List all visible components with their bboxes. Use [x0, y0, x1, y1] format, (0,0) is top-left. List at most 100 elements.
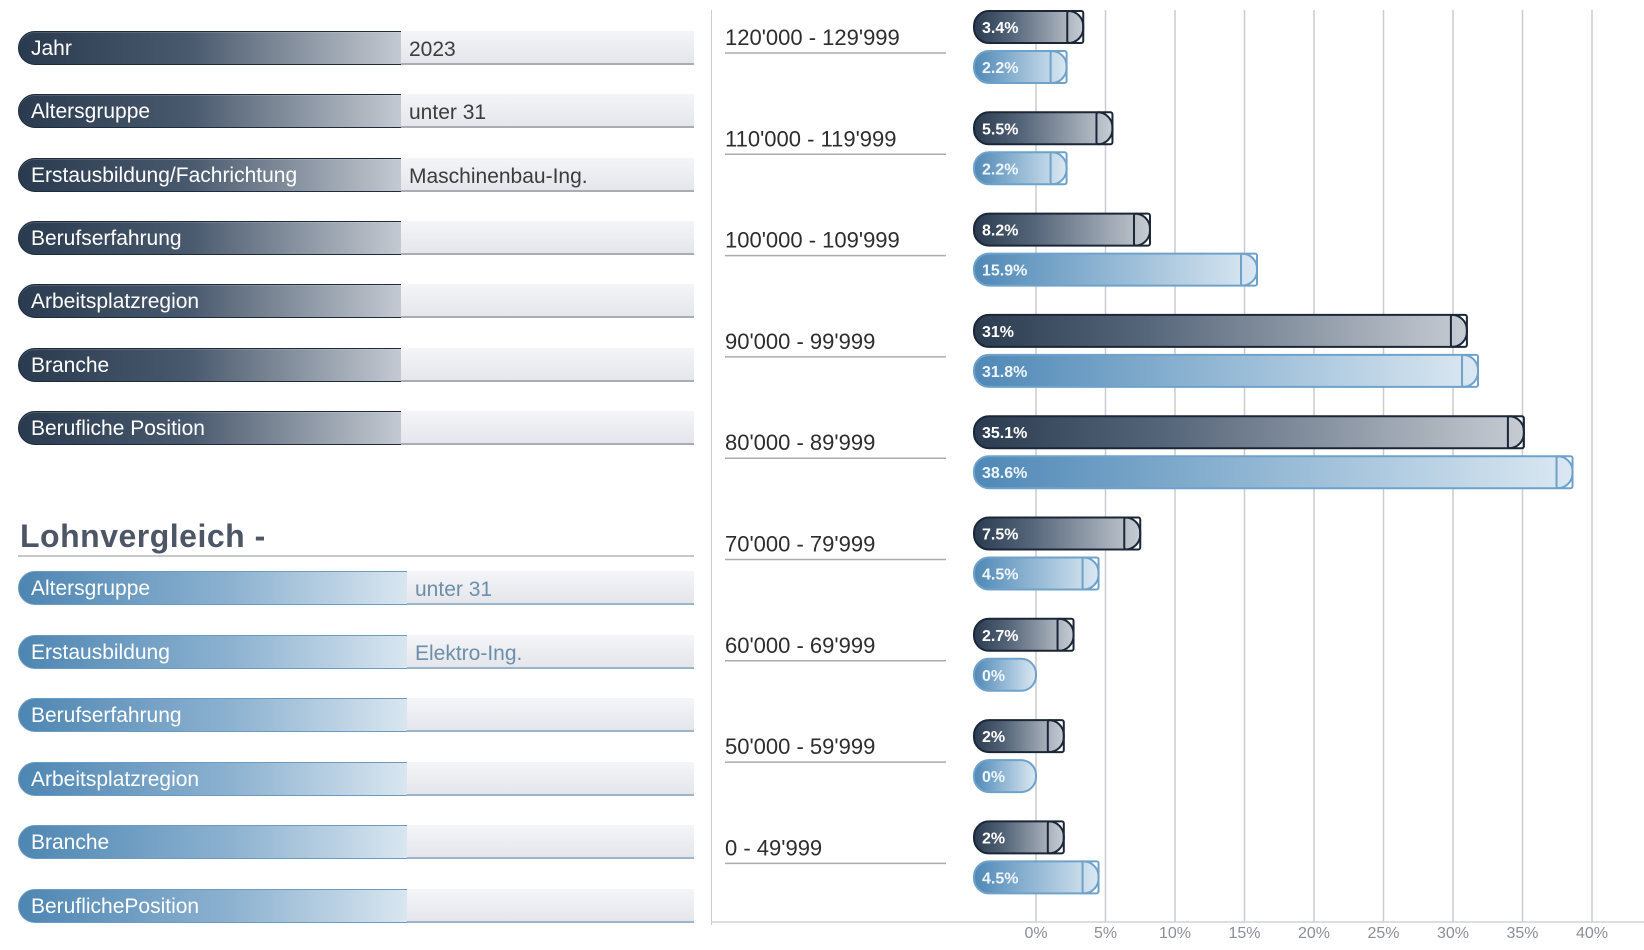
- bar-value-label: 15.9%: [982, 263, 1027, 280]
- filter-label-button[interactable]: Arbeitsplatzregion: [18, 761, 408, 796]
- category-label: 50'000 - 59'999: [725, 734, 875, 759]
- bar-value-label: 38.6%: [982, 465, 1027, 482]
- bar-value-label: 5.5%: [982, 121, 1018, 138]
- panel-divider: [711, 10, 712, 925]
- filter-label-button[interactable]: Berufliche Position: [18, 410, 403, 445]
- bar-end-cap: [1046, 719, 1065, 754]
- bar-comparison: [973, 353, 1480, 388]
- filter-value-field[interactable]: [407, 889, 694, 923]
- comparison-title-underline: [18, 555, 694, 557]
- filter-value-field[interactable]: unter 31: [401, 94, 694, 129]
- bar-end-cap: [1132, 212, 1151, 247]
- x-tick-label: 40%: [1576, 925, 1608, 942]
- filter-row: Branche: [18, 347, 694, 382]
- bar-value-label: 2.7%: [982, 628, 1018, 645]
- category-label: 70'000 - 79'999: [725, 532, 875, 557]
- filter-row: Arbeitsplatzregion: [18, 284, 694, 319]
- bar-value-label: 8.2%: [982, 223, 1018, 240]
- bar-end-cap: [1240, 252, 1259, 287]
- filter-label-button[interactable]: Berufserfahrung: [18, 220, 403, 255]
- filter-label-button[interactable]: BeruflichePosition: [18, 889, 408, 923]
- bar-value-label: 35.1%: [982, 425, 1027, 442]
- filter-label-button[interactable]: Jahr: [18, 31, 403, 65]
- filter-label-button[interactable]: Erstausbildung/Fachrichtung: [18, 157, 403, 192]
- comparison-title: Lohnvergleich -: [20, 518, 266, 554]
- bar-end-cap: [1046, 820, 1065, 855]
- bar-end-cap: [1049, 50, 1068, 84]
- filter-value-field[interactable]: Elektro-Ing.: [407, 634, 694, 669]
- category-label: 60'000 - 69'999: [725, 633, 875, 658]
- filter-row: Erstausbildung Elektro-Ing.: [18, 634, 694, 669]
- filter-value-field[interactable]: Maschinenbau-Ing.: [401, 157, 694, 192]
- filter-row: Arbeitsplatzregion: [18, 761, 694, 796]
- filter-label-button[interactable]: Altersgruppe: [18, 571, 408, 605]
- bar-end-cap: [1555, 455, 1574, 490]
- filter-row: Erstausbildung/Fachrichtung Maschinenbau-…: [18, 157, 694, 192]
- category-label: 110'000 - 119'999: [725, 126, 897, 151]
- bar-comparison: [973, 455, 1574, 490]
- x-tick-label: 20%: [1298, 925, 1330, 942]
- filter-value-field[interactable]: [401, 220, 694, 255]
- filter-row: Altersgruppe unter 31: [18, 94, 694, 129]
- filter-value-field[interactable]: 2023: [401, 31, 694, 65]
- x-tick-label: 25%: [1367, 925, 1399, 942]
- filter-value-field[interactable]: [407, 825, 694, 860]
- bar-value-label: 31.8%: [982, 364, 1027, 381]
- filter-label-button[interactable]: Altersgruppe: [18, 94, 403, 129]
- filter-value-field[interactable]: [401, 347, 694, 382]
- category-label: 80'000 - 89'999: [725, 430, 875, 455]
- category-label: 90'000 - 99'999: [725, 329, 875, 354]
- filter-value-field[interactable]: [401, 410, 694, 445]
- filter-value-field[interactable]: [401, 284, 694, 319]
- filter-value-field[interactable]: [407, 761, 694, 796]
- filter-value-field[interactable]: [407, 698, 694, 733]
- filter-row: Altersgruppe unter 31: [18, 571, 694, 605]
- bar-end-cap: [1066, 10, 1085, 44]
- bar-value-label: 31%: [982, 324, 1014, 341]
- filter-row: Jahr 2023: [18, 31, 694, 65]
- bar-primary: [973, 415, 1525, 450]
- filter-row: Branche: [18, 825, 694, 860]
- filter-label-button[interactable]: Berufserfahrung: [18, 698, 408, 733]
- category-label: 120'000 - 129'999: [725, 25, 900, 50]
- category-label: 100'000 - 109'999: [725, 228, 900, 253]
- filter-label-button[interactable]: Branche: [18, 825, 408, 860]
- bar-value-label: 4.5%: [982, 870, 1018, 887]
- bar-end-cap: [1049, 151, 1068, 186]
- bar-value-label: 2.2%: [982, 161, 1018, 178]
- x-tick-label: 35%: [1506, 925, 1538, 942]
- bar-end-cap: [1449, 313, 1468, 348]
- bar-value-label: 2%: [982, 729, 1005, 746]
- bar-end-cap: [1123, 516, 1142, 551]
- filter-label-button[interactable]: Branche: [18, 347, 403, 382]
- bar-value-label: 3.4%: [982, 20, 1018, 37]
- bar-value-label: 4.5%: [982, 567, 1018, 584]
- bar-end-cap: [1506, 415, 1525, 450]
- x-tick-label: 10%: [1159, 925, 1191, 942]
- filter-row: Berufserfahrung: [18, 220, 694, 255]
- bar-value-label: 7.5%: [982, 527, 1018, 544]
- filter-row: BeruflichePosition: [18, 889, 694, 923]
- bar-value-label: 0%: [982, 769, 1005, 786]
- filter-row: Berufliche Position: [18, 410, 694, 445]
- x-tick-label: 0%: [1024, 925, 1047, 942]
- filter-row: Berufserfahrung: [18, 698, 694, 733]
- bar-value-label: 0%: [982, 668, 1005, 685]
- x-tick-label: 15%: [1228, 925, 1260, 942]
- bar-end-cap: [1461, 353, 1480, 388]
- bar-end-cap: [1095, 111, 1114, 146]
- x-tick-label: 5%: [1094, 925, 1117, 942]
- category-label: 0 - 49'999: [725, 835, 822, 860]
- bar-value-label: 2%: [982, 830, 1005, 847]
- bar-comparison: [973, 657, 1037, 692]
- x-tick-label: 30%: [1437, 925, 1469, 942]
- bar-primary: [973, 313, 1468, 348]
- bar-value-label: 2.2%: [982, 60, 1018, 77]
- filter-value-field[interactable]: unter 31: [407, 571, 694, 605]
- bar-end-cap: [1081, 556, 1100, 591]
- bar-comparison: [973, 759, 1037, 794]
- bar-end-cap: [1056, 617, 1075, 652]
- filter-label-button[interactable]: Arbeitsplatzregion: [18, 284, 403, 319]
- filter-label-button[interactable]: Erstausbildung: [18, 634, 408, 669]
